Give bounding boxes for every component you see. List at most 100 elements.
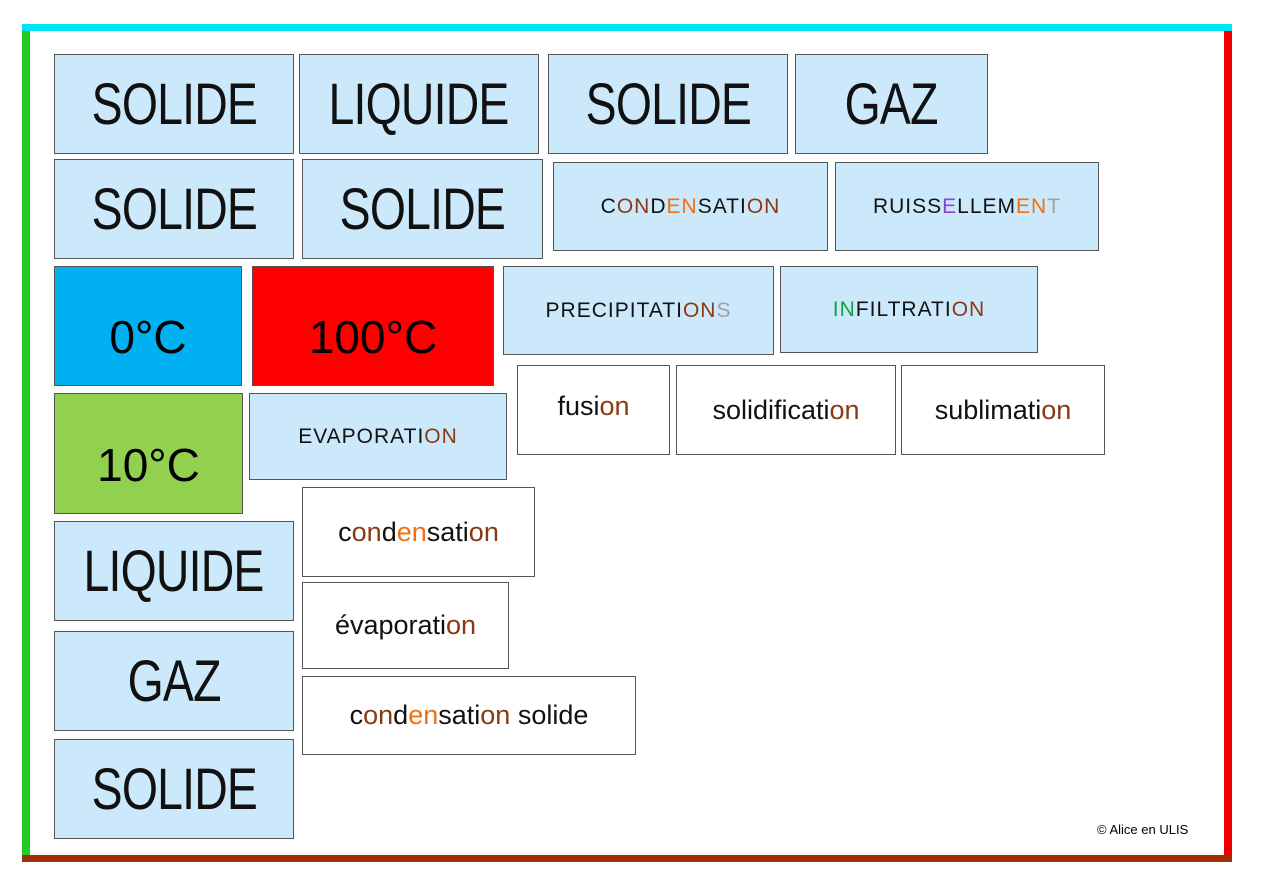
card-text-segment: SOLIDE bbox=[339, 176, 506, 242]
card-text-segment: ON bbox=[746, 194, 781, 218]
word-card[interactable]: SOLIDE bbox=[54, 739, 294, 839]
card-text-segment: sublimati bbox=[934, 394, 1042, 425]
card-text-segment: GAZ bbox=[127, 648, 221, 714]
card-text-segment: GAZ bbox=[844, 71, 939, 137]
card-label: RUISSELLEMENT bbox=[873, 195, 1061, 219]
card-text-segment: c bbox=[338, 516, 352, 547]
card-text-segment: on bbox=[446, 610, 477, 640]
card-label: 10°C bbox=[97, 438, 200, 492]
card-text-segment: d bbox=[393, 700, 409, 730]
word-card[interactable]: INFILTRATION bbox=[780, 266, 1038, 353]
card-label: SOLIDE bbox=[585, 71, 751, 138]
card-label: SOLIDE bbox=[91, 71, 257, 138]
card-text-segment: on bbox=[351, 516, 382, 547]
card-text-segment: D bbox=[650, 194, 667, 218]
card-label: SOLIDE bbox=[339, 176, 506, 243]
word-card[interactable]: fusion bbox=[517, 365, 670, 455]
card-label: INFILTRATION bbox=[833, 298, 985, 322]
card-text-segment: EVAPORATI bbox=[298, 424, 425, 448]
top-border bbox=[22, 24, 1232, 31]
card-label: évaporation bbox=[335, 610, 476, 641]
card-text-segment: LIQUIDE bbox=[328, 71, 510, 137]
card-text-segment: T bbox=[1047, 194, 1062, 218]
word-card[interactable]: SOLIDE bbox=[302, 159, 543, 259]
card-text-segment: ON bbox=[424, 424, 458, 448]
card-text-segment: ON bbox=[682, 298, 717, 322]
card-text-segment: ON bbox=[616, 194, 651, 218]
card-label: sublimation bbox=[935, 395, 1072, 426]
word-card[interactable]: PRECIPITATIONS bbox=[503, 266, 774, 355]
card-text-segment: RUISS bbox=[872, 194, 943, 218]
card-label: fusion bbox=[557, 391, 629, 422]
word-card[interactable]: RUISSELLEMENT bbox=[835, 162, 1099, 251]
card-text-segment: SOLIDE bbox=[91, 176, 257, 242]
word-card[interactable]: SOLIDE bbox=[54, 54, 294, 154]
left-border bbox=[22, 31, 30, 858]
word-card[interactable]: sublimation bbox=[901, 365, 1105, 455]
word-card[interactable]: SOLIDE bbox=[548, 54, 788, 154]
card-text-segment: on bbox=[829, 394, 860, 425]
card-text-segment: SATI bbox=[697, 194, 747, 218]
card-label: LIQUIDE bbox=[83, 538, 265, 605]
card-label: PRECIPITATIONS bbox=[546, 299, 732, 323]
card-text-segment: on bbox=[480, 700, 511, 730]
word-card[interactable]: 100°C bbox=[252, 266, 494, 386]
card-text-segment: PRECIPITATI bbox=[545, 298, 683, 322]
card-label: GAZ bbox=[127, 648, 221, 715]
word-card[interactable]: GAZ bbox=[795, 54, 988, 154]
word-card[interactable]: solidification bbox=[676, 365, 896, 455]
card-text-segment: IN bbox=[832, 297, 856, 321]
card-text-segment: en bbox=[408, 700, 439, 730]
card-text-segment: EN bbox=[1016, 194, 1048, 218]
word-card[interactable]: condensation bbox=[302, 487, 535, 577]
card-label: solidification bbox=[712, 395, 859, 426]
card-text-segment: E bbox=[942, 194, 958, 218]
copyright: © Alice en ULIS bbox=[1097, 822, 1189, 837]
card-label: CONDENSATION bbox=[601, 195, 781, 219]
right-border bbox=[1224, 31, 1232, 858]
card-text-segment: C bbox=[600, 194, 617, 218]
card-label: GAZ bbox=[844, 71, 939, 138]
card-text-segment: LLEM bbox=[957, 194, 1017, 218]
card-text-segment: sati bbox=[438, 700, 481, 730]
card-text-segment: c bbox=[349, 700, 364, 730]
word-card[interactable]: GAZ bbox=[54, 631, 294, 731]
card-text-segment: ON bbox=[951, 297, 986, 321]
card-text-segment: LIQUIDE bbox=[83, 538, 265, 604]
word-card[interactable]: LIQUIDE bbox=[299, 54, 539, 154]
card-text-segment: on bbox=[599, 390, 630, 421]
card-label: condensation bbox=[338, 517, 499, 548]
card-text-segment: FILTRATI bbox=[855, 297, 952, 321]
card-text-segment: solidificati bbox=[712, 394, 830, 425]
word-card[interactable]: condensation solide bbox=[302, 676, 636, 755]
card-label: SOLIDE bbox=[91, 176, 257, 243]
word-card[interactable]: CONDENSATION bbox=[553, 162, 828, 251]
card-text-segment: sati bbox=[426, 516, 469, 547]
card-text-segment: on bbox=[363, 700, 394, 730]
card-text-segment: S bbox=[716, 298, 732, 322]
card-label: LIQUIDE bbox=[328, 71, 510, 138]
card-text-segment: fusi bbox=[557, 390, 600, 421]
word-card[interactable]: évaporation bbox=[302, 582, 509, 669]
card-text-segment: 100°C bbox=[308, 311, 438, 363]
card-label: 100°C bbox=[309, 310, 437, 364]
card-text-segment: on bbox=[1041, 394, 1072, 425]
card-text-segment: 0°C bbox=[109, 311, 187, 363]
word-card[interactable]: 10°C bbox=[54, 393, 243, 514]
card-text-segment: on bbox=[468, 516, 499, 547]
word-card[interactable]: EVAPORATION bbox=[249, 393, 507, 480]
card-text-segment: solide bbox=[510, 700, 589, 730]
card-text-segment: 10°C bbox=[97, 438, 200, 491]
word-card[interactable]: LIQUIDE bbox=[54, 521, 294, 621]
bottom-border bbox=[22, 855, 1232, 862]
word-card[interactable]: 0°C bbox=[54, 266, 242, 386]
word-card[interactable]: SOLIDE bbox=[54, 159, 294, 259]
card-text-segment: EN bbox=[666, 194, 698, 218]
card-label: EVAPORATION bbox=[298, 425, 458, 449]
card-text-segment: SOLIDE bbox=[585, 71, 751, 137]
card-label: 0°C bbox=[109, 310, 186, 364]
card-text-segment: d bbox=[381, 516, 397, 547]
card-label: SOLIDE bbox=[91, 756, 257, 823]
card-text-segment: en bbox=[396, 516, 427, 547]
card-text-segment: évaporati bbox=[334, 610, 447, 640]
